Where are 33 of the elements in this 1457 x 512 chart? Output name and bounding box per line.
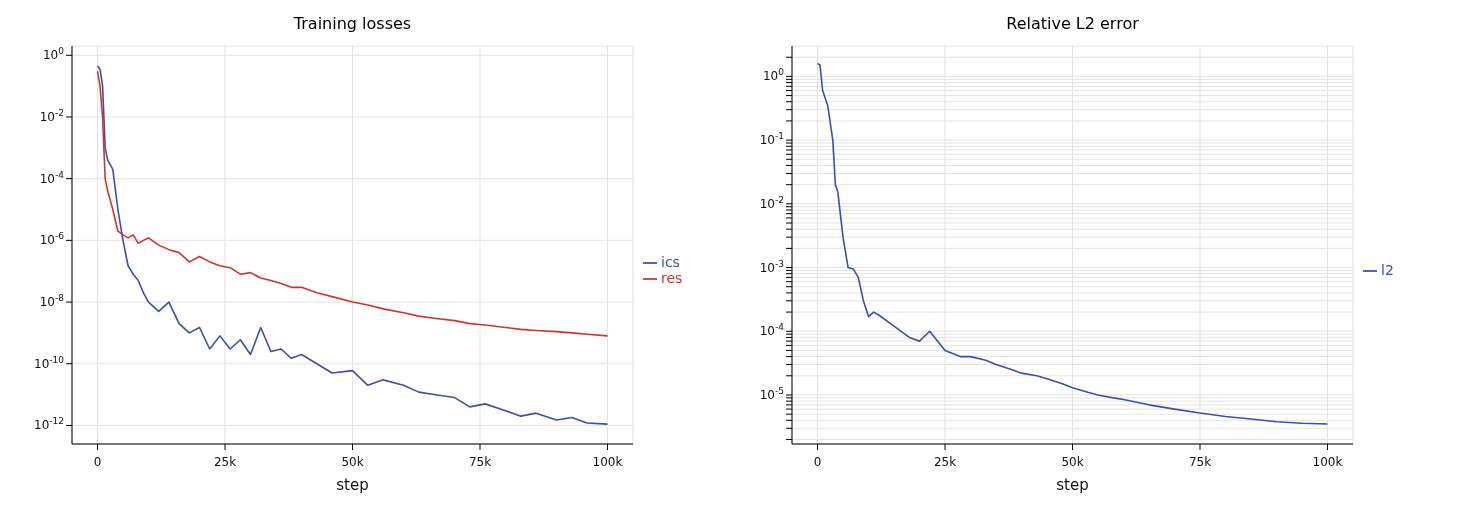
x-tick-label: 100k	[592, 455, 623, 469]
x-tick-label: 75k	[468, 455, 492, 469]
y-tick-label: 10$^{-12}$	[34, 416, 64, 433]
chart-title: Training losses	[292, 13, 413, 35]
x-tick-label: 0	[813, 455, 822, 469]
x-tick-label: 100k	[1312, 455, 1343, 469]
x-axis-title: step	[1056, 476, 1089, 494]
x-tick-label: 50k	[341, 455, 364, 469]
y-tick-label: 10$^{-4}$	[759, 322, 785, 339]
y-tick-label: 10$^{-10}$	[34, 354, 65, 371]
y-tick-label: 10$^{0}$	[42, 46, 65, 63]
y-tick-label: 10$^{-2}$	[39, 107, 64, 124]
x-tick-label: 75k	[1188, 455, 1212, 469]
legend-label: l2	[1381, 262, 1394, 278]
legend-label: ics	[661, 254, 680, 270]
y-tick-label: 10$^{0}$	[762, 67, 785, 84]
line-series	[816, 62, 1329, 425]
x-axis-title: step	[336, 476, 369, 494]
x-tick-label: 25k	[933, 455, 957, 469]
y-tick-label: 10$^{-5}$	[759, 385, 784, 402]
x-tick-label: 25k	[213, 455, 237, 469]
chart-title: Relative L2 error	[1005, 13, 1140, 35]
x-tick-label: 0	[93, 455, 102, 469]
y-tick-label: 10$^{-3}$	[759, 258, 784, 275]
legend-label: res	[661, 270, 683, 286]
y-tick-label: 10$^{-8}$	[39, 293, 65, 310]
y-tick-label: 10$^{-4}$	[39, 169, 65, 186]
line-series	[96, 70, 609, 337]
line-series	[96, 65, 609, 425]
y-tick-label: 10$^{-2}$	[759, 194, 784, 211]
x-tick-label: 50k	[1061, 455, 1084, 469]
y-tick-label: 10$^{-6}$	[39, 231, 65, 248]
y-tick-label: 10$^{-1}$	[759, 131, 784, 148]
